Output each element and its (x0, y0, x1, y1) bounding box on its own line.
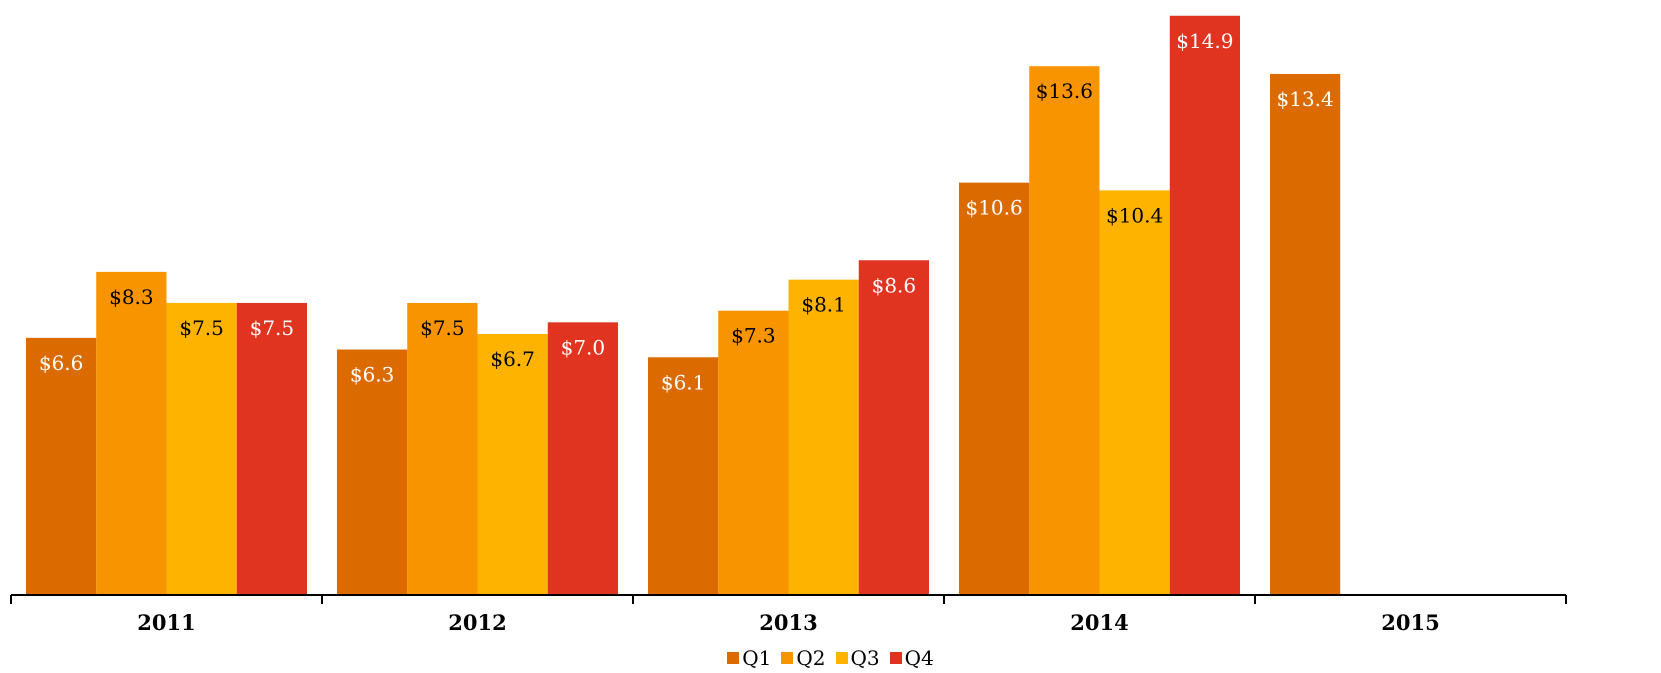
legend-label-q1: Q1 (742, 646, 772, 670)
data-label-q1-2013: $6.1 (661, 370, 706, 394)
legend-swatch-q4 (889, 652, 902, 664)
bar-q4-2014 (1169, 15, 1240, 594)
legend-label-q2: Q2 (796, 646, 826, 670)
data-label-q1-2012: $6.3 (350, 363, 395, 387)
data-label-q1-2015: $13.4 (1276, 87, 1333, 111)
legend-item-q2: Q2 (781, 646, 826, 670)
data-label-q2-2013: $7.3 (731, 324, 776, 348)
x-tick-label-2015: 2015 (1381, 610, 1439, 635)
legend-label-q4: Q4 (904, 646, 934, 670)
bars-layer (26, 15, 1341, 595)
data-label-q1-2014: $10.6 (965, 196, 1022, 220)
x-tick-label-2012: 2012 (448, 610, 506, 635)
data-label-q2-2014: $13.6 (1036, 79, 1093, 103)
data-label-q4-2011: $7.5 (250, 316, 295, 340)
data-label-q3-2014: $10.4 (1106, 203, 1163, 227)
data-label-q4-2013: $8.6 (872, 273, 917, 297)
bar-q1-2014 (959, 182, 1030, 594)
data-label-q2-2011: $8.3 (109, 285, 154, 309)
data-label-q4-2014: $14.9 (1176, 29, 1233, 53)
bar-q3-2012 (477, 333, 548, 594)
bar-q3-2013 (788, 279, 859, 594)
data-label-q3-2013: $8.1 (801, 293, 846, 317)
data-label-q2-2012: $7.5 (420, 316, 465, 340)
bar-chart-plot: $6.6 $8.3 $7.5 $7.5 $6.3 $7.5 $6.7 $7.0 $6.1 $7.3… (10, 15, 1567, 635)
legend-item-q4: Q4 (889, 646, 934, 670)
x-tick-label-2013: 2013 (759, 610, 817, 635)
x-tick-label-2014: 2014 (1070, 610, 1128, 635)
legend-swatch-q3 (835, 652, 848, 664)
bar-q1-2011 (26, 337, 97, 594)
bar-q1-2012 (337, 349, 408, 594)
legend-swatch-q2 (781, 652, 794, 664)
x-axis: 2011 2012 2013 2014 2015 (10, 594, 1567, 635)
bar-q4-2013 (858, 260, 929, 594)
legend-item-q3: Q3 (835, 646, 880, 670)
data-label-q3-2011: $7.5 (179, 316, 224, 340)
data-label-q4-2012: $7.0 (561, 335, 606, 359)
bar-q1-2015 (1270, 73, 1341, 595)
bar-q2-2011 (96, 271, 167, 594)
legend-label-q3: Q3 (850, 646, 880, 670)
data-label-q3-2012: $6.7 (490, 347, 535, 371)
bar-q3-2014 (1099, 190, 1170, 594)
legend-swatch-q1 (727, 652, 740, 664)
data-label-q1-2011: $6.6 (39, 351, 84, 375)
bar-q2-2012 (407, 302, 478, 594)
bar-q4-2012 (547, 322, 618, 594)
bar-q3-2011 (166, 302, 237, 594)
legend-item-q1: Q1 (727, 646, 771, 670)
bar-q4-2011 (236, 302, 307, 594)
bar-q2-2014 (1029, 66, 1100, 594)
legend: Q1 Q2 Q3 Q4 (0, 646, 1661, 670)
x-tick-label-2011: 2011 (137, 610, 195, 635)
bar-q1-2013 (648, 357, 719, 594)
bar-q2-2013 (718, 310, 789, 594)
data-labels-layer: $6.6 $8.3 $7.5 $7.5 $6.3 $7.5 $6.7 $7.0 $6.1 $7.3… (39, 29, 1334, 395)
